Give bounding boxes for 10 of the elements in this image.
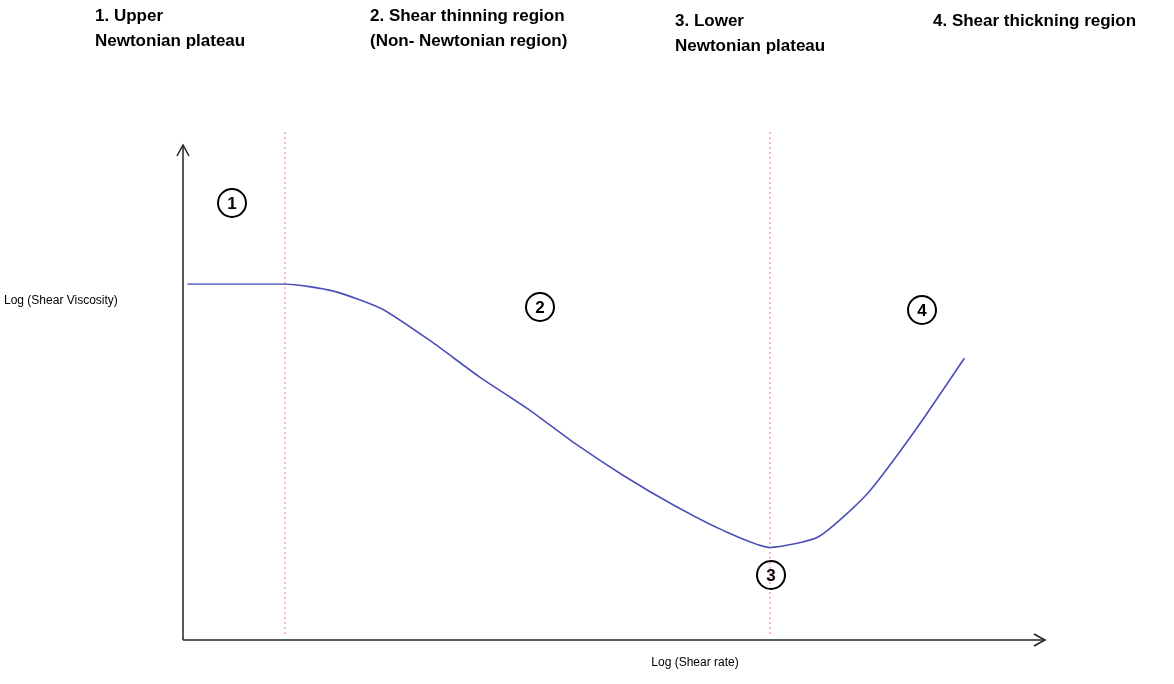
text: 1. Upper Newtonian plateau [95,5,246,52]
annotation: 4 [907,295,937,325]
text: 4. Shear thickning region [933,10,1137,32]
text: 3. Lower Newtonian plateau [675,10,826,57]
y-axis-title: Log (Shear Viscosity) [4,293,118,307]
annotation: 3 [756,560,786,590]
x-axis-title: Log (Shear rate) [651,655,739,669]
annotation: 2 [525,292,555,322]
text: 2. Shear thinning region (Non- Newtonian region) [370,5,568,52]
text: 1 [217,188,247,218]
